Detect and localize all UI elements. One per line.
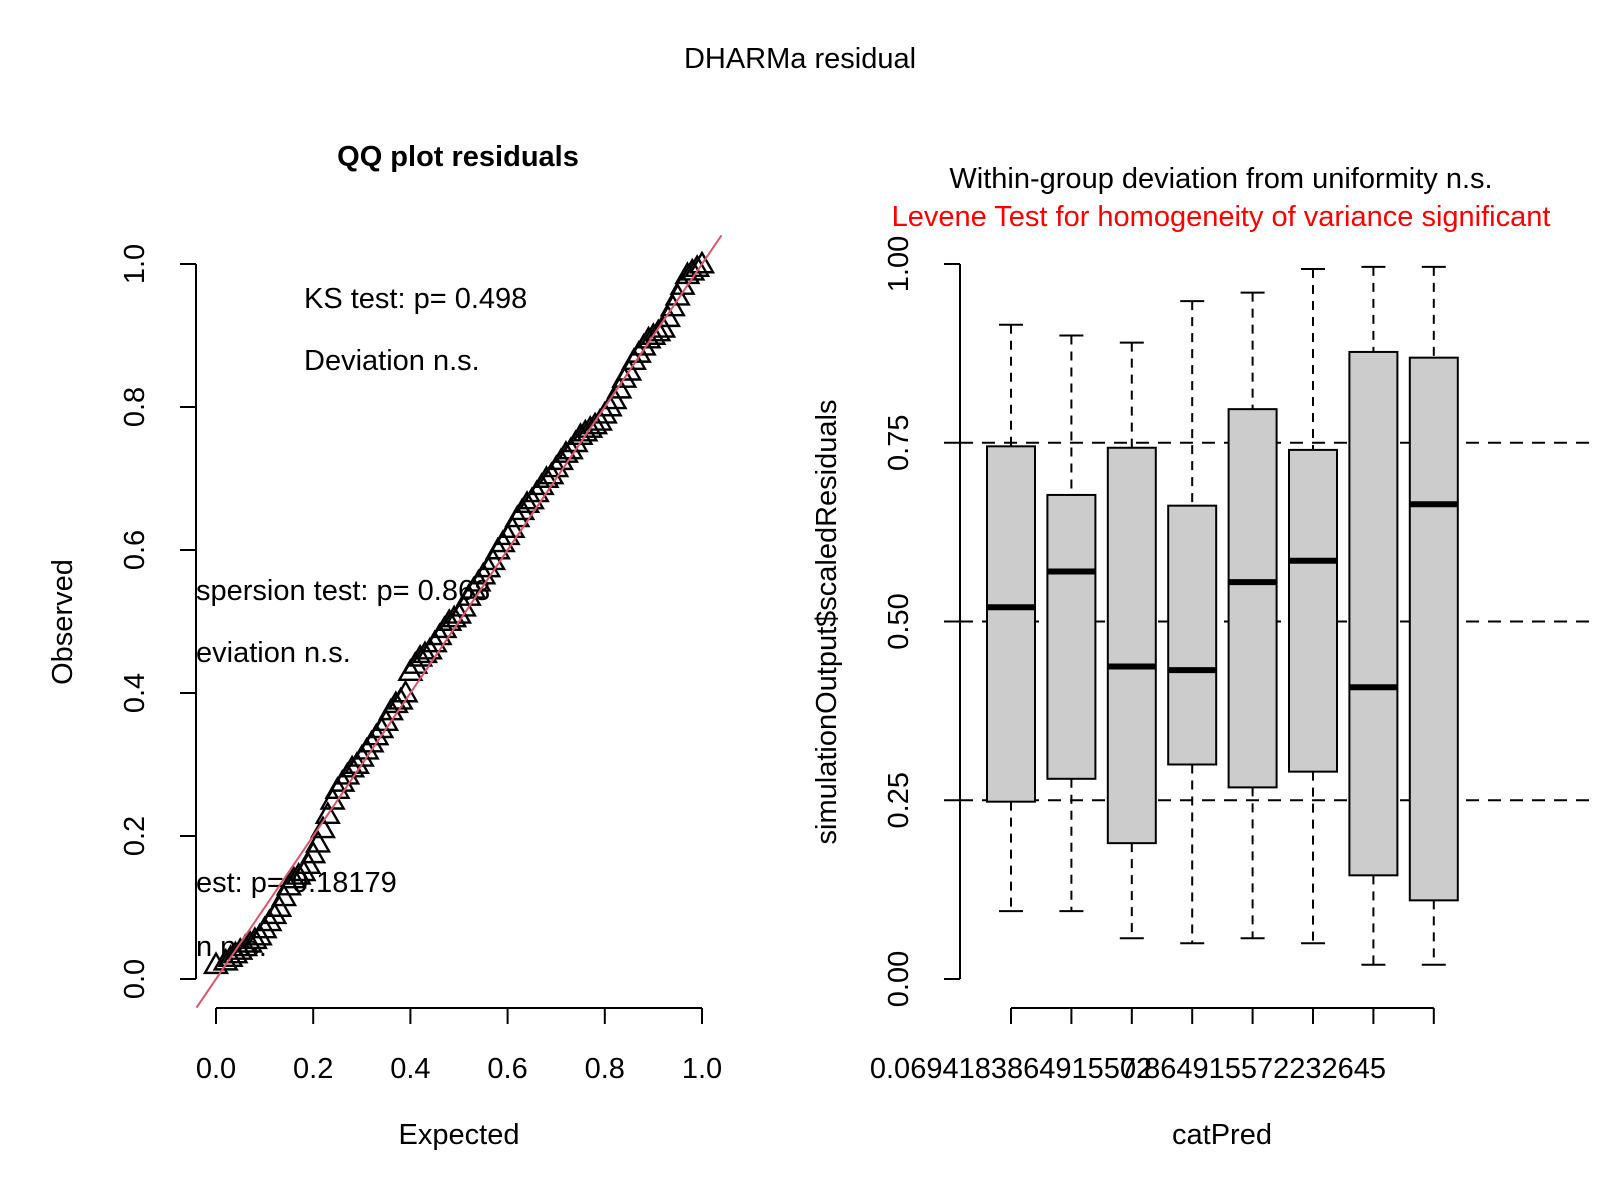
box-panel: Within-group deviation from uniformity n… xyxy=(811,163,1596,1151)
qq-y-tick-label: 0.4 xyxy=(119,673,151,713)
qq-y-tick-label: 0.6 xyxy=(119,530,151,570)
qq-y-tick-label: 1.0 xyxy=(119,244,151,284)
box-rect xyxy=(1408,356,1459,902)
box-title: Within-group deviation from uniformity n… xyxy=(949,163,1492,195)
box-rect xyxy=(1106,446,1157,845)
qq-panel: QQ plot residuals KS test: p= 0.498 Devi… xyxy=(47,141,723,1151)
box-y-tick-label: 1.00 xyxy=(883,236,915,292)
qq-y-tick-label: 0.2 xyxy=(119,816,151,856)
box-group xyxy=(1167,300,1218,945)
qq-y-ticks: 0.0 0.2 0.4 0.6 0.8 1.0 xyxy=(119,244,196,999)
box-rect xyxy=(1227,408,1278,789)
qq-point xyxy=(236,929,264,953)
qq-point xyxy=(314,801,341,824)
qq-point xyxy=(436,608,463,631)
box-group xyxy=(1046,334,1097,913)
box-subtitle: Levene Test for homogeneity of variance … xyxy=(892,201,1551,233)
qq-point xyxy=(304,829,332,853)
box-y-ticks: 0.00 0.25 0.50 0.75 1.00 xyxy=(883,236,960,1007)
qq-y-tick-label: 0.0 xyxy=(119,959,151,999)
qq-point xyxy=(577,415,604,438)
box-x-label: catPred xyxy=(1172,1119,1272,1151)
ks-deviation-text: Deviation n.s. xyxy=(304,345,480,377)
qq-x-tick-label: 1.0 xyxy=(682,1053,722,1085)
boxes xyxy=(986,265,1459,966)
qq-x-ticks: 0.0 0.2 0.4 0.6 0.8 1.0 xyxy=(196,1008,722,1085)
qq-point xyxy=(645,318,672,342)
box-y-label: simulationOutput$scaledResiduals xyxy=(811,400,843,845)
box-rect xyxy=(1288,448,1338,773)
qq-x-tick-label: 0.8 xyxy=(585,1053,625,1085)
qq-y-tick-label: 0.8 xyxy=(119,387,151,427)
box-rect xyxy=(1167,504,1218,766)
qq-title: QQ plot residuals xyxy=(337,141,579,173)
qq-point xyxy=(280,865,307,889)
box-y-tick-label: 0.25 xyxy=(883,772,915,828)
qq-point xyxy=(688,250,716,274)
box-x-tick-label-fifth: 0.864915572232645 xyxy=(1120,1053,1386,1085)
box-rect xyxy=(1348,350,1399,877)
box-y-tick-label: 0.00 xyxy=(883,951,915,1007)
qq-x-tick-label: 0.2 xyxy=(293,1053,333,1085)
box-group xyxy=(1288,268,1338,945)
box-group xyxy=(1408,265,1459,966)
qq-reference-line xyxy=(196,234,723,1009)
qq-point xyxy=(407,643,434,667)
box-rect xyxy=(986,445,1036,803)
qq-point xyxy=(309,815,336,839)
qq-point xyxy=(684,254,711,278)
qq-x-tick-label: 0.0 xyxy=(196,1053,236,1085)
dispersion-deviation-text: eviation n.s. xyxy=(196,637,351,669)
qq-annotations: KS test: p= 0.498 Deviation n.s. spersio… xyxy=(196,283,527,963)
box-group xyxy=(986,323,1036,913)
box-x-ticks xyxy=(1010,1008,1435,1024)
qq-y-label: Observed xyxy=(47,559,79,685)
box-group xyxy=(1227,291,1278,940)
qq-x-tick-label: 0.6 xyxy=(487,1053,527,1085)
box-rect xyxy=(1046,493,1097,780)
qq-point xyxy=(640,322,667,345)
ks-test-text: KS test: p= 0.498 xyxy=(304,283,527,315)
figure-title: DHARMa residual xyxy=(684,43,916,75)
box-reference-lines xyxy=(960,441,1596,802)
box-y-tick-label: 0.75 xyxy=(883,415,915,471)
qq-x-tick-label: 0.4 xyxy=(390,1053,430,1085)
qq-x-label: Expected xyxy=(399,1119,520,1151)
box-x-tick-label-first: 0.0694183864915572 xyxy=(870,1053,1152,1085)
box-y-tick-label: 0.50 xyxy=(883,593,915,649)
box-group xyxy=(1106,341,1157,940)
dispersion-test-text: spersion test: p= 0.868 xyxy=(196,575,490,607)
box-group xyxy=(1348,265,1399,966)
